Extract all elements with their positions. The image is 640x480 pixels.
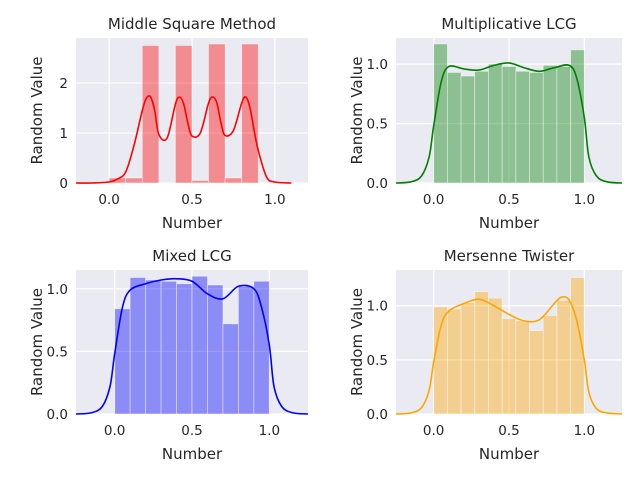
histogram-bar <box>145 279 162 415</box>
y-tick-label: 0.0 <box>367 407 388 423</box>
histogram-bar <box>570 49 585 184</box>
y-axis-label: Random Value <box>28 288 46 396</box>
histogram-bar <box>237 285 255 415</box>
chart-title: Multiplicative LCG <box>441 15 576 33</box>
histogram-bar <box>160 280 177 415</box>
histogram-bar <box>556 66 572 184</box>
histogram-bar <box>529 330 544 415</box>
histogram-bar <box>191 275 208 415</box>
y-tick-label: 0.5 <box>367 117 388 133</box>
kde-line <box>395 295 623 415</box>
histogram-bar <box>224 177 243 184</box>
y-axis-label: Random Value <box>348 56 366 164</box>
x-axis-label: Number <box>479 445 540 463</box>
chart-panel: 0.0 0.5 1.0 0.0 0.5 1.0 Mixed LCG Number Random … <box>28 247 309 463</box>
histogram-bar <box>460 302 476 415</box>
x-tick-label: 0.0 <box>423 192 444 208</box>
x-tick-label: 1.0 <box>574 192 595 208</box>
histogram-bar <box>446 308 462 415</box>
x-tick-label: 0.5 <box>181 192 202 208</box>
y-tick-label: 1.0 <box>367 299 388 315</box>
histogram-bar <box>207 284 224 415</box>
x-tick-label: 0.5 <box>498 192 519 208</box>
histogram-bar <box>141 45 160 184</box>
x-tick-label: 0.0 <box>98 192 119 208</box>
chart-panel: 0.0 0.5 1.0 0.0 0.5 1.0 Mersenne Twister Number… <box>348 247 623 463</box>
x-tick-label: 0.5 <box>498 423 519 439</box>
histogram-bar <box>446 72 462 184</box>
histogram-bar <box>241 43 259 184</box>
histogram-bar <box>556 299 572 415</box>
histogram-bar <box>176 283 193 415</box>
histogram-bar <box>191 180 209 184</box>
histogram-bar <box>488 297 503 415</box>
histogram-bar <box>529 72 544 184</box>
histogram-bar <box>501 66 517 184</box>
y-tick-label: 0.0 <box>367 176 388 192</box>
histogram-bar <box>253 280 270 415</box>
chart-panel: 0.0 0.5 1.0 0 1 2 Middle Square Method Number Ra… <box>28 15 308 232</box>
y-tick-label: 1.0 <box>47 282 68 298</box>
kde-line <box>75 277 309 415</box>
y-tick-label: 1 <box>59 126 68 142</box>
histogram-bar <box>515 320 530 415</box>
histogram-bar <box>175 45 193 184</box>
y-tick-label: 1.0 <box>367 57 388 73</box>
histogram-bar <box>542 315 558 415</box>
y-tick-label: 2 <box>59 76 68 92</box>
histogram-bar <box>542 64 558 184</box>
x-axis-label: Number <box>162 214 223 232</box>
kde-line <box>75 95 292 184</box>
chart-panel: 0.0 0.5 1.0 0.0 0.5 1.0 Multiplicative LCG Numb… <box>348 15 623 232</box>
histogram-bar <box>433 306 448 415</box>
histogram-bar <box>488 63 503 184</box>
y-tick-label: 0 <box>59 176 68 192</box>
x-axis-label: Number <box>162 445 223 463</box>
histogram-bar <box>114 308 131 415</box>
histogram-bar <box>222 323 239 415</box>
y-tick-label: 0.5 <box>367 353 388 369</box>
chart-title: Mersenne Twister <box>444 247 575 265</box>
x-tick-label: 0.5 <box>181 423 202 439</box>
x-tick-label: 0.0 <box>104 423 125 439</box>
x-tick-label: 1.0 <box>264 192 285 208</box>
histogram-bar <box>208 43 226 184</box>
histogram-bar <box>515 70 530 184</box>
y-tick-label: 0.0 <box>47 407 68 423</box>
histogram-bar <box>129 277 146 415</box>
histogram-bar <box>474 291 489 415</box>
histogram-bar <box>474 70 489 184</box>
x-tick-label: 1.0 <box>259 423 280 439</box>
chart-title: Mixed LCG <box>152 247 232 265</box>
histogram-bar <box>460 75 476 184</box>
chart-title: Middle Square Method <box>108 15 276 33</box>
y-axis-label: Random Value <box>28 56 46 164</box>
histogram-bar <box>125 177 143 184</box>
kde-line <box>395 62 623 184</box>
x-tick-label: 1.0 <box>574 423 595 439</box>
histogram-bar <box>501 318 517 415</box>
x-tick-label: 0.0 <box>423 423 444 439</box>
x-axis-label: Number <box>479 214 540 232</box>
y-axis-label: Random Value <box>348 288 366 396</box>
y-tick-label: 0.5 <box>47 344 68 360</box>
